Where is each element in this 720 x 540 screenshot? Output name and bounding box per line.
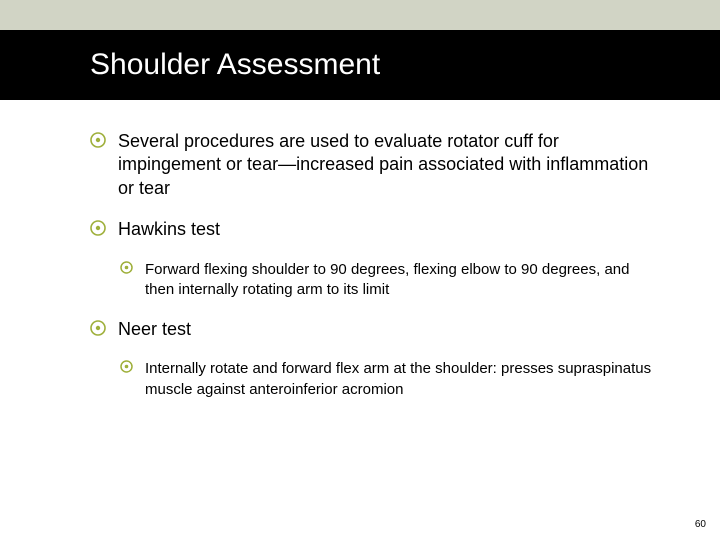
- slide-title: Shoulder Assessment: [90, 48, 380, 81]
- bullet-icon: [120, 360, 133, 378]
- list-item-sub: Internally rotate and forward flex arm a…: [120, 359, 660, 400]
- page-number: 60: [695, 519, 706, 530]
- bullet-text: Internally rotate and forward flex arm a…: [145, 359, 660, 400]
- bullet-text: Forward flexing shoulder to 90 degrees, …: [145, 260, 660, 301]
- bullet-text: Neer test: [118, 318, 191, 341]
- list-item: Hawkins test: [90, 218, 660, 241]
- bullet-icon: [90, 320, 106, 341]
- bullet-icon: [90, 220, 106, 241]
- list-item-sub: Forward flexing shoulder to 90 degrees, …: [120, 260, 660, 301]
- bullet-icon: [90, 132, 106, 153]
- list-item: Several procedures are used to evaluate …: [90, 130, 660, 200]
- bullet-icon: [120, 261, 133, 279]
- list-item: Neer test: [90, 318, 660, 341]
- top-accent-bar: [0, 0, 720, 30]
- content-area: Several procedures are used to evaluate …: [0, 100, 720, 400]
- bullet-text: Several procedures are used to evaluate …: [118, 130, 660, 200]
- title-band: Shoulder Assessment: [0, 30, 720, 100]
- bullet-text: Hawkins test: [118, 218, 220, 241]
